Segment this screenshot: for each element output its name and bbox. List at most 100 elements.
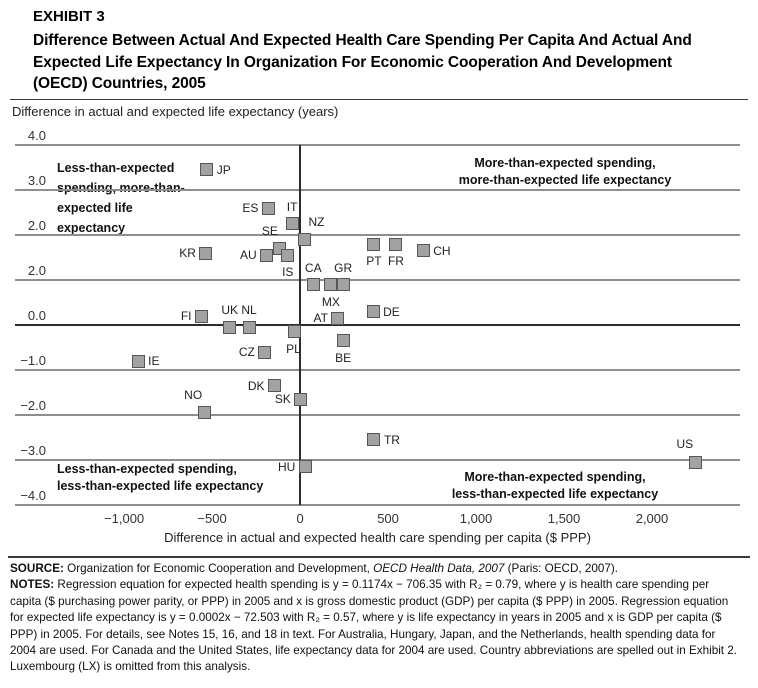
country-label-pl: PL [286, 341, 301, 356]
data-point-pl [288, 325, 302, 339]
data-point-uk [223, 320, 237, 334]
x-tick-label: 2,000 [635, 511, 669, 526]
data-point-au [260, 248, 274, 262]
country-label-ie: IE [148, 354, 160, 368]
quadrant-line: less-than-expected life expectancy [451, 486, 659, 501]
country-label-nl: NL [241, 303, 257, 318]
quadrant-line: less-than-expected life expectancy [57, 478, 264, 493]
source-label: SOURCE: [10, 562, 64, 575]
notes-label: NOTES: [10, 578, 55, 592]
data-point-mx [324, 278, 338, 291]
quadrant-line: spending, more-than- [57, 181, 185, 195]
country-label-es: ES [242, 201, 259, 215]
country-label-au: AU [239, 248, 257, 263]
x-axis-title: Difference in actual and expected health… [164, 530, 591, 545]
quadrant-label-bottom-right: More-than-expected spending, less-than-e… [415, 469, 695, 502]
country-label-nz: NZ [308, 214, 325, 229]
data-point-de [366, 305, 380, 318]
data-point-ch [416, 244, 430, 258]
data-point-be [336, 334, 350, 348]
page-title: Difference Between Actual And Expected H… [33, 32, 692, 92]
quadrant-line: more-than-expected life expectancy [458, 173, 672, 187]
data-point-hu [298, 460, 312, 474]
country-label-at: AT [313, 311, 328, 326]
gridline-y-0 [15, 323, 740, 327]
data-point-fr [389, 237, 403, 251]
source-text-end: (Paris: OECD, 2007). [504, 562, 619, 575]
exhibit-number: EXHIBIT 3 [33, 8, 105, 25]
country-label-mx: MX [321, 294, 340, 309]
quadrant-line: More-than-expected spending, [464, 470, 646, 484]
quadrant-line: expectancy [57, 221, 126, 235]
data-point-nl [242, 320, 256, 334]
y-tick-label: −4.0 [20, 488, 46, 503]
gridline-y--2 [15, 414, 740, 416]
country-label-pt: PT [366, 254, 382, 268]
country-label-be: BE [335, 350, 352, 365]
data-point-dk [268, 379, 282, 393]
data-point-jp [200, 163, 214, 177]
data-point-it [285, 217, 299, 231]
country-label-is: IS [282, 265, 294, 280]
data-point-tr [367, 433, 381, 447]
quadrant-line: Less-than-expected spending, [57, 462, 237, 476]
gridline-y-1 [15, 279, 740, 281]
country-label-us: US [676, 437, 694, 452]
country-label-jp: JP [216, 162, 231, 177]
data-point-no [197, 406, 211, 420]
country-label-uk: UK [221, 303, 239, 318]
quadrant-label-top-left: Less-than-expected spending, more-than- … [57, 158, 185, 238]
gridline-y--4 [15, 504, 740, 506]
source-paragraph: SOURCE: Organization for Economic Cooper… [10, 561, 742, 577]
title-divider [10, 99, 748, 100]
y-tick-label: 3.0 [27, 173, 46, 188]
quadrant-label-top-right: More-than-expected spending, more-than-e… [415, 155, 715, 189]
data-point-is [281, 248, 295, 262]
quadrant-label-bottom-left: Less-than-expected spending, less-than-e… [57, 461, 263, 494]
notes-text: Regression equation for expected health … [10, 578, 738, 674]
country-label-cz: CZ [238, 345, 255, 359]
data-point-gr [336, 278, 350, 291]
y-tick-label: −3.0 [20, 443, 46, 458]
data-point-ie [131, 354, 145, 368]
data-point-sk [294, 392, 308, 406]
country-label-fi: FI [180, 309, 192, 323]
data-point-kr [199, 246, 213, 260]
data-point-ca [306, 278, 320, 291]
country-label-kr: KR [179, 246, 196, 260]
country-label-ca: CA [304, 260, 322, 275]
country-label-sk: SK [274, 392, 291, 407]
country-label-it: IT [286, 199, 298, 214]
y-tick-label: 0.0 [27, 308, 46, 323]
data-point-nz [297, 233, 311, 246]
gridline-y--3 [15, 459, 740, 461]
data-point-at [331, 311, 345, 325]
country-label-ch: CH [433, 243, 451, 258]
gridline-y-3 [15, 189, 740, 191]
x-tick-label: 1,500 [547, 511, 581, 526]
country-label-no: NO [184, 387, 203, 402]
y-tick-label: 2.0 [27, 218, 46, 233]
source-text: Organization for Economic Cooperation an… [67, 562, 374, 575]
notes-paragraph: NOTES: Regression equation for expected … [10, 577, 742, 675]
gridline-y--1 [15, 369, 740, 371]
country-label-fr: FR [387, 254, 404, 268]
y-tick-label: −2.0 [20, 398, 46, 413]
country-label-gr: GR [334, 260, 353, 275]
x-tick-label: −1,000 [104, 511, 145, 526]
country-label-se: SE [261, 223, 278, 238]
data-point-fi [195, 309, 209, 323]
country-label-hu: HU [278, 459, 296, 474]
x-tick-label: −500 [197, 511, 227, 526]
gridline-y-2 [15, 234, 740, 236]
country-label-tr: TR [383, 432, 400, 447]
x-tick-label: 0 [296, 511, 304, 526]
x-zero-axis-line [299, 145, 302, 505]
country-label-dk: DK [247, 378, 265, 393]
y-tick-label: 4.0 [27, 128, 46, 143]
x-tick-label: 1,000 [459, 511, 493, 526]
quadrant-line: Less-than-expected [57, 161, 175, 175]
data-point-cz [258, 345, 272, 359]
